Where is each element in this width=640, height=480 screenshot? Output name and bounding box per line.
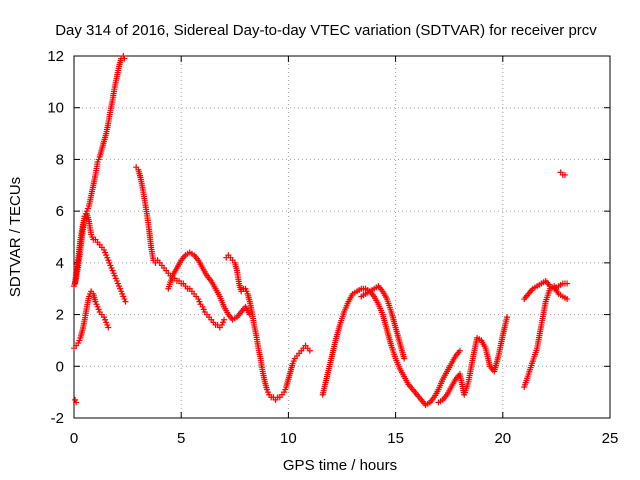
x-tick-label: 0 bbox=[70, 430, 78, 447]
x-tick-label: 10 bbox=[280, 430, 297, 447]
data-point bbox=[121, 55, 128, 62]
y-tick-label: -2 bbox=[51, 410, 64, 427]
data-point bbox=[564, 280, 571, 287]
y-tick-label: 2 bbox=[56, 307, 64, 324]
y-tick-label: 12 bbox=[47, 48, 64, 65]
x-tick-labels: 0 5 10 15 20 25 bbox=[70, 430, 619, 447]
y-tick-labels: -2 0 2 4 6 8 10 12 bbox=[47, 48, 64, 427]
data-point bbox=[73, 399, 80, 406]
y-tick-label: 0 bbox=[56, 358, 64, 375]
data-point bbox=[561, 171, 568, 178]
x-tick-label: 25 bbox=[602, 430, 619, 447]
x-tick-label: 20 bbox=[494, 430, 511, 447]
data-point bbox=[105, 324, 112, 331]
y-tick-label: 4 bbox=[56, 255, 64, 272]
y-tick-label: 6 bbox=[56, 203, 64, 220]
y-tick-label: 8 bbox=[56, 151, 64, 168]
data-point bbox=[122, 298, 129, 305]
plot-frame bbox=[73, 55, 611, 419]
data-point bbox=[401, 355, 408, 362]
x-tick-label: 5 bbox=[177, 430, 185, 447]
y-tick-label: 10 bbox=[47, 100, 64, 117]
x-axis-label: GPS time / hours bbox=[283, 457, 397, 474]
data-point bbox=[564, 296, 571, 303]
data-point bbox=[221, 316, 228, 323]
data-point bbox=[456, 347, 463, 354]
data-point bbox=[504, 314, 511, 321]
chart-title: Day 314 of 2016, Sidereal Day-to-day VTE… bbox=[55, 22, 597, 39]
data-points bbox=[71, 53, 571, 409]
y-axis-label: SDTVAR / TECUs bbox=[7, 177, 24, 297]
x-tick-label: 15 bbox=[387, 430, 404, 447]
data-point bbox=[306, 347, 313, 354]
